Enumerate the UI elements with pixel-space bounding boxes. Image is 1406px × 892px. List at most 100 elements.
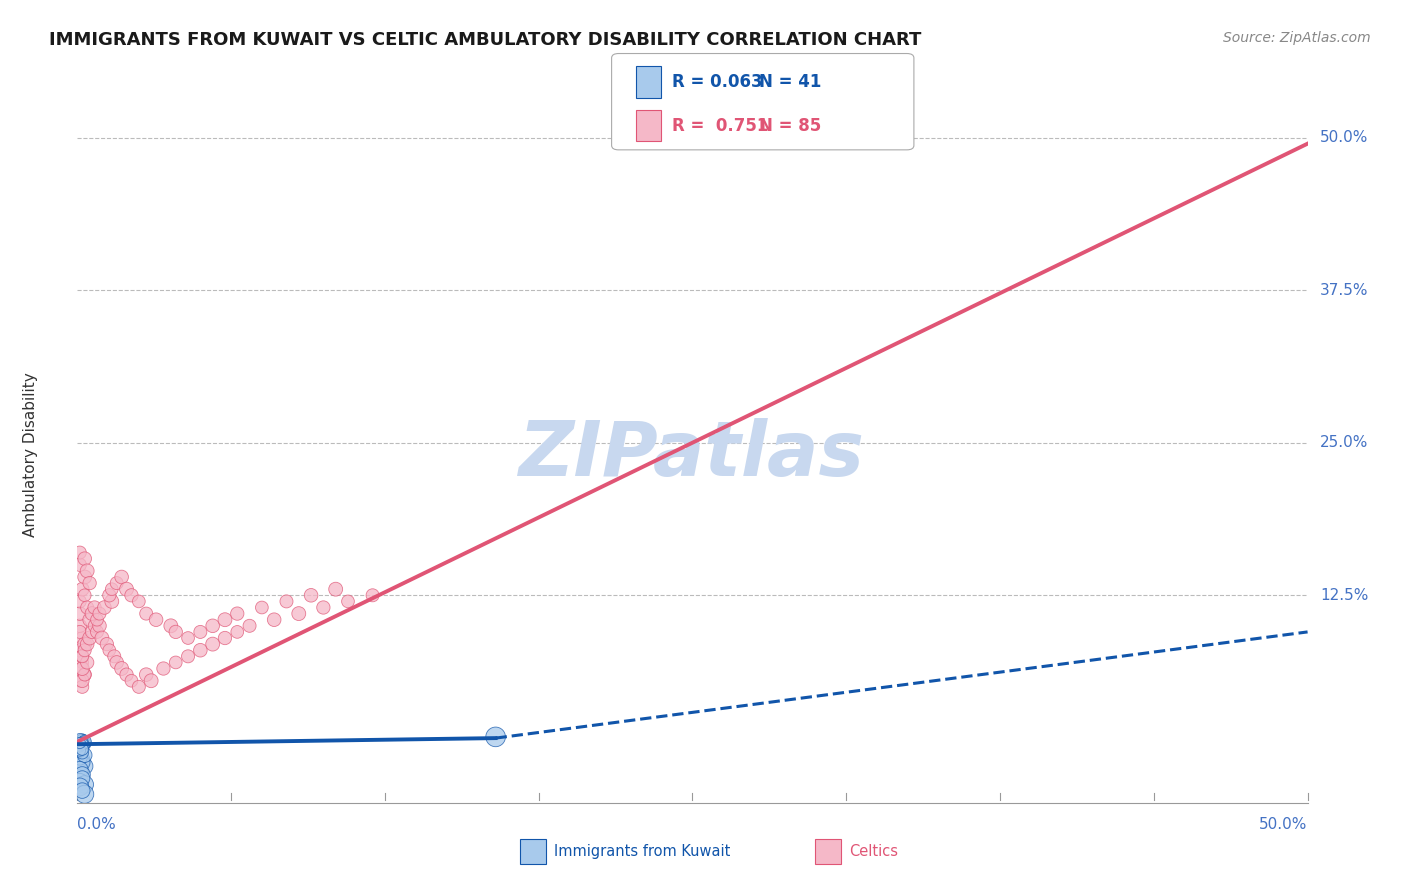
Point: [69, 736, 91, 750]
Text: N = 85: N = 85: [759, 117, 821, 135]
Point: [263, 613, 285, 627]
Point: [276, 594, 298, 608]
Text: Celtics: Celtics: [849, 845, 898, 859]
Point: [121, 588, 143, 602]
Point: [288, 607, 311, 621]
Point: [93, 600, 115, 615]
Point: [73, 643, 96, 657]
Point: [70, 739, 93, 753]
Point: [69, 558, 91, 572]
Point: [299, 588, 322, 602]
Point: [79, 631, 101, 645]
Point: [76, 637, 98, 651]
Point: [69, 743, 91, 757]
Point: [73, 777, 96, 791]
Point: [101, 582, 124, 597]
Point: [90, 631, 114, 645]
Point: [73, 551, 96, 566]
Point: [70, 746, 93, 760]
Point: [86, 624, 108, 639]
Point: [361, 588, 384, 602]
Text: 25.0%: 25.0%: [1320, 435, 1368, 450]
Point: [128, 680, 150, 694]
Point: [69, 735, 91, 749]
Point: [121, 673, 143, 688]
Point: [69, 739, 91, 753]
Point: [73, 736, 96, 750]
Point: [69, 739, 91, 753]
Point: [69, 643, 91, 657]
Point: [70, 742, 93, 756]
Point: [115, 582, 138, 597]
Point: [70, 631, 93, 645]
Point: [69, 624, 91, 639]
Text: Immigrants from Kuwait: Immigrants from Kuwait: [554, 845, 730, 859]
Point: [70, 661, 93, 675]
Text: 50.0%: 50.0%: [1260, 817, 1308, 832]
Point: [73, 748, 96, 763]
Point: [96, 637, 118, 651]
Point: [70, 736, 93, 750]
Point: [70, 661, 93, 675]
Point: [70, 737, 93, 751]
Point: [165, 624, 187, 639]
Point: [188, 624, 212, 639]
Text: 12.5%: 12.5%: [1320, 588, 1368, 603]
Point: [115, 667, 138, 681]
Point: [111, 661, 132, 675]
Point: [76, 564, 98, 578]
Point: [79, 613, 101, 627]
Point: [69, 750, 91, 764]
Point: [89, 619, 111, 633]
Point: [70, 656, 93, 670]
Point: [70, 753, 93, 767]
Point: [70, 772, 93, 786]
Point: [69, 765, 91, 780]
Point: [70, 680, 93, 694]
Point: [69, 780, 91, 794]
Point: [70, 649, 93, 664]
Point: [79, 576, 101, 591]
Point: [73, 737, 96, 751]
Point: [89, 607, 111, 621]
Point: [201, 637, 224, 651]
Point: [73, 735, 96, 749]
Point: [69, 775, 91, 789]
Point: [69, 737, 91, 751]
Point: [73, 787, 96, 801]
Point: [73, 570, 96, 584]
Point: [86, 613, 108, 627]
Point: [325, 582, 347, 597]
Point: [69, 736, 91, 750]
Point: [128, 594, 150, 608]
Point: [76, 656, 98, 670]
Point: [69, 594, 91, 608]
Point: [76, 600, 98, 615]
Point: [337, 594, 360, 608]
Point: [135, 607, 157, 621]
Point: [73, 588, 96, 602]
Point: [70, 649, 93, 664]
Point: [70, 768, 93, 782]
Point: [69, 739, 91, 754]
Point: [141, 673, 163, 688]
Point: [73, 667, 96, 681]
Point: [69, 739, 91, 754]
Point: [226, 607, 249, 621]
Point: [69, 747, 91, 761]
Text: 50.0%: 50.0%: [1320, 130, 1368, 145]
Point: [83, 619, 105, 633]
Text: R = 0.063: R = 0.063: [672, 73, 762, 91]
Point: [214, 631, 236, 645]
Point: [69, 607, 91, 621]
Point: [70, 783, 93, 797]
Point: [69, 763, 91, 777]
Point: [160, 619, 183, 633]
Point: [69, 745, 91, 759]
Point: [69, 619, 91, 633]
Point: [177, 649, 200, 664]
Point: [165, 656, 187, 670]
Point: [226, 624, 249, 639]
Point: [177, 631, 200, 645]
Point: [70, 582, 93, 597]
